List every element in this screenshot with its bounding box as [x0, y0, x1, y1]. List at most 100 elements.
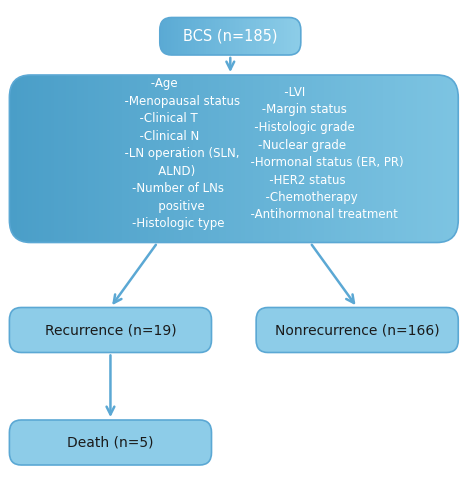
Bar	[181, 75, 186, 242]
Bar	[443, 75, 448, 242]
Bar	[239, 18, 241, 55]
Bar	[288, 18, 290, 55]
Bar	[281, 18, 283, 55]
Bar	[256, 75, 261, 242]
Bar	[88, 75, 93, 242]
Bar	[161, 18, 164, 55]
Bar	[432, 75, 437, 242]
Bar	[99, 75, 104, 242]
Bar	[243, 18, 245, 55]
Bar	[199, 18, 202, 55]
Bar	[226, 18, 228, 55]
Bar	[260, 75, 265, 242]
Text: BCS (n=185): BCS (n=185)	[183, 28, 278, 44]
Bar	[282, 18, 285, 55]
Bar	[24, 75, 29, 242]
Bar	[305, 75, 310, 242]
Bar	[222, 18, 224, 55]
Bar	[447, 75, 452, 242]
Bar	[13, 75, 18, 242]
Bar	[170, 18, 172, 55]
Bar	[163, 18, 165, 55]
Bar	[21, 75, 25, 242]
Bar	[327, 75, 332, 242]
Bar	[201, 18, 203, 55]
Bar	[380, 75, 384, 242]
Bar	[92, 75, 96, 242]
Bar	[73, 75, 78, 242]
Bar	[387, 75, 392, 242]
Bar	[249, 18, 251, 55]
Bar	[298, 18, 300, 55]
Bar	[17, 75, 22, 242]
Bar	[277, 18, 279, 55]
Bar	[263, 18, 265, 55]
Bar	[368, 75, 373, 242]
Bar	[267, 18, 269, 55]
Bar	[187, 18, 189, 55]
Bar	[223, 18, 226, 55]
Bar	[178, 75, 182, 242]
Bar	[180, 18, 182, 55]
Bar	[219, 18, 221, 55]
Bar	[174, 75, 179, 242]
Bar	[286, 75, 291, 242]
Bar	[290, 75, 295, 242]
Bar	[421, 75, 425, 242]
Bar	[410, 75, 415, 242]
Bar	[215, 75, 220, 242]
Bar	[324, 75, 328, 242]
Bar	[320, 75, 324, 242]
Bar	[241, 75, 246, 242]
Bar	[266, 18, 268, 55]
Bar	[278, 18, 281, 55]
Bar	[237, 75, 242, 242]
Bar	[376, 75, 381, 242]
Bar	[170, 75, 175, 242]
Bar	[220, 18, 223, 55]
Bar	[206, 18, 209, 55]
Bar	[285, 18, 288, 55]
Bar	[264, 18, 266, 55]
Bar	[249, 75, 253, 242]
Bar	[148, 75, 152, 242]
Bar	[69, 75, 74, 242]
Bar	[213, 18, 216, 55]
Bar	[62, 75, 66, 242]
Bar	[212, 18, 214, 55]
Bar	[399, 75, 403, 242]
Bar	[342, 75, 347, 242]
Bar	[36, 75, 40, 242]
Bar	[264, 75, 268, 242]
Bar	[32, 75, 37, 242]
Bar	[282, 75, 287, 242]
Bar	[167, 18, 169, 55]
Bar	[233, 18, 235, 55]
Bar	[193, 75, 197, 242]
Bar	[184, 18, 186, 55]
Bar	[274, 18, 276, 55]
Bar	[384, 75, 388, 242]
FancyBboxPatch shape	[256, 308, 458, 352]
Bar	[159, 75, 164, 242]
Bar	[212, 75, 216, 242]
Bar	[160, 18, 162, 55]
Bar	[268, 18, 271, 55]
Bar	[55, 75, 59, 242]
Bar	[164, 18, 166, 55]
Bar	[260, 18, 262, 55]
Bar	[204, 75, 209, 242]
Bar	[172, 18, 175, 55]
Bar	[256, 18, 258, 55]
Text: -LVI
     -Margin status
   -Histologic grade
    -Nuclear grade
  -Hormonal sta: -LVI -Margin status -Histologic grade -N…	[243, 86, 403, 222]
Bar	[391, 75, 396, 242]
Bar	[174, 18, 176, 55]
Bar	[258, 18, 261, 55]
Bar	[165, 18, 168, 55]
Bar	[270, 18, 272, 55]
Bar	[350, 75, 354, 242]
Bar	[225, 18, 227, 55]
Bar	[181, 18, 183, 55]
Bar	[198, 18, 200, 55]
Bar	[309, 75, 313, 242]
